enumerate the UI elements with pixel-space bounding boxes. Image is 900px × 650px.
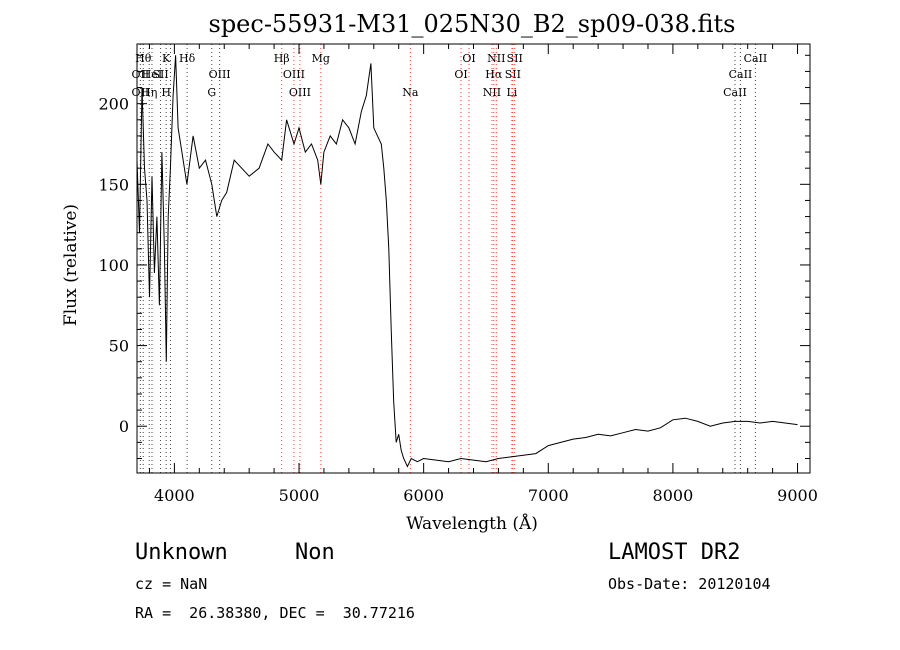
x-tick-label: 4000 (154, 486, 195, 505)
y-axis-label: Flux (relative) (61, 204, 81, 326)
y-tick-label: 0 (119, 417, 129, 436)
absorption-line-label: H (161, 86, 171, 99)
redshift-value: cz = NaN (135, 575, 208, 593)
spectrum-line (136, 55, 798, 468)
absorption-line-label: SII (152, 68, 168, 81)
absorption-line-label: Hθ (135, 52, 152, 65)
chart-title: spec-55931-M31_025N30_B2_sp09-038.fits (209, 10, 736, 38)
absorption-line-label: G (207, 86, 216, 99)
sky-coordinates: RA = 26.38380, DEC = 30.77216 (135, 604, 415, 622)
spectral-line-markers: HβOIIIOIIIMgNaOIOINIIHαNIILiSIISIIOIIOII… (132, 44, 768, 473)
spectral-subclass: Non (295, 540, 335, 565)
x-tick-label: 6000 (403, 486, 444, 505)
emission-line-label: Li (506, 86, 517, 99)
absorption-line-label: CaII (744, 52, 768, 65)
plot-frame (136, 43, 811, 474)
y-tick-label: 50 (109, 337, 129, 356)
emission-line-label: NII (483, 86, 501, 99)
absorption-line-label: Hη (141, 86, 157, 99)
emission-line-label: NII (487, 52, 505, 65)
x-tick-label: 5000 (279, 486, 320, 505)
emission-line-label: OIII (283, 68, 305, 81)
x-tick-label: 8000 (653, 486, 694, 505)
x-tick-label: 9000 (777, 486, 818, 505)
emission-line-label: OI (454, 68, 467, 81)
absorption-line-label: CaII (729, 68, 753, 81)
x-tick-label: 7000 (528, 486, 569, 505)
emission-line-label: Hα (485, 68, 503, 81)
y-tick-label: 100 (98, 256, 129, 275)
y-tick-label: 150 (98, 175, 129, 194)
observation-date: Obs-Date: 20120104 (608, 575, 771, 593)
absorption-line-label: HeI (142, 68, 162, 81)
emission-line-label: OIII (289, 86, 311, 99)
survey-name: LAMOST DR2 (608, 540, 741, 565)
absorption-line-label: OII (132, 68, 150, 81)
y-tick-label: 200 (98, 95, 129, 114)
absorption-line-label: K (162, 52, 171, 65)
absorption-line-label: CaII (723, 86, 747, 99)
emission-line-label: Hβ (274, 52, 290, 65)
emission-line-label: SII (505, 68, 521, 81)
emission-line-label: SII (507, 52, 523, 65)
absorption-line-label: OIII (209, 68, 231, 81)
emission-line-label: Na (402, 86, 419, 99)
absorption-line-label: Hδ (179, 52, 196, 65)
absorption-line-label: OII (132, 86, 150, 99)
axis-ticks: 4000 5000 6000 7000 8000 9000 0 50 100 150 200 (98, 44, 818, 505)
x-axis-label: Wavelength (Å) (406, 513, 538, 534)
spectral-class: Unknown (135, 540, 228, 565)
emission-line-label: OI (462, 52, 475, 65)
emission-line-label: Mg (312, 52, 330, 65)
